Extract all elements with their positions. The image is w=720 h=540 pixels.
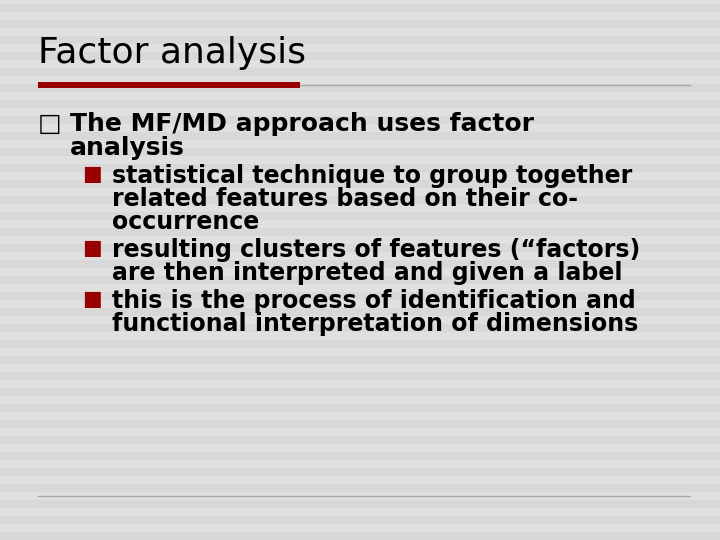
Bar <box>0 396 720 404</box>
Bar <box>0 204 720 212</box>
Bar <box>0 268 720 276</box>
Bar <box>0 260 720 268</box>
Bar <box>0 252 720 260</box>
Text: are then interpreted and given a label: are then interpreted and given a label <box>112 261 623 285</box>
Text: ■: ■ <box>82 164 102 184</box>
Text: ■: ■ <box>82 289 102 309</box>
Bar <box>0 76 720 84</box>
Text: ■: ■ <box>82 238 102 258</box>
Text: statistical technique to group together: statistical technique to group together <box>112 164 632 188</box>
Text: Factor analysis: Factor analysis <box>38 36 306 70</box>
Bar <box>0 236 720 244</box>
Bar <box>0 84 720 92</box>
Bar <box>0 372 720 380</box>
Bar <box>0 492 720 500</box>
Bar <box>0 220 720 228</box>
Bar <box>0 364 720 372</box>
Bar <box>0 180 720 188</box>
Bar <box>0 156 720 164</box>
Bar <box>0 36 720 44</box>
Bar <box>0 140 720 148</box>
Bar <box>0 292 720 300</box>
Bar <box>0 476 720 484</box>
Bar <box>0 92 720 100</box>
Bar <box>0 116 720 124</box>
Text: □: □ <box>38 112 62 136</box>
Bar <box>0 484 720 492</box>
Bar <box>0 412 720 420</box>
Bar <box>0 68 720 76</box>
Bar <box>0 452 720 460</box>
Bar <box>38 82 300 88</box>
Bar <box>0 0 720 4</box>
Bar <box>0 284 720 292</box>
Bar <box>0 172 720 180</box>
Bar <box>0 460 720 468</box>
Text: resulting clusters of features (“factors): resulting clusters of features (“factors… <box>112 238 640 262</box>
Text: occurrence: occurrence <box>112 210 259 234</box>
Bar <box>0 12 720 20</box>
Text: this is the process of identification and: this is the process of identification an… <box>112 289 636 313</box>
Bar <box>0 388 720 396</box>
Bar <box>0 436 720 444</box>
Bar <box>0 148 720 156</box>
Bar <box>0 124 720 132</box>
Bar <box>0 300 720 308</box>
Bar <box>0 196 720 204</box>
Bar <box>0 212 720 220</box>
Bar <box>0 468 720 476</box>
Bar <box>0 188 720 196</box>
Bar <box>0 60 720 68</box>
Bar <box>0 164 720 172</box>
Bar <box>0 420 720 428</box>
Bar <box>0 244 720 252</box>
Bar <box>0 108 720 116</box>
Bar <box>0 132 720 140</box>
Bar <box>0 44 720 52</box>
Bar <box>0 100 720 108</box>
Bar <box>0 516 720 524</box>
Bar <box>0 380 720 388</box>
Bar <box>0 404 720 412</box>
Bar <box>0 444 720 452</box>
Bar <box>0 332 720 340</box>
Bar <box>0 28 720 36</box>
Bar <box>0 356 720 364</box>
Bar <box>0 532 720 540</box>
Bar <box>0 508 720 516</box>
Bar <box>0 228 720 236</box>
Bar <box>0 340 720 348</box>
Text: analysis: analysis <box>70 136 185 160</box>
Bar <box>0 308 720 316</box>
Bar <box>0 348 720 356</box>
Bar <box>0 524 720 532</box>
Bar <box>0 500 720 508</box>
Bar <box>0 324 720 332</box>
Bar <box>0 276 720 284</box>
Text: The MF/MD approach uses factor: The MF/MD approach uses factor <box>70 112 534 136</box>
Bar <box>0 4 720 12</box>
Bar <box>0 20 720 28</box>
Bar <box>0 428 720 436</box>
Bar <box>0 316 720 324</box>
Text: related features based on their co-: related features based on their co- <box>112 187 578 211</box>
Bar <box>0 52 720 60</box>
Text: functional interpretation of dimensions: functional interpretation of dimensions <box>112 312 638 336</box>
